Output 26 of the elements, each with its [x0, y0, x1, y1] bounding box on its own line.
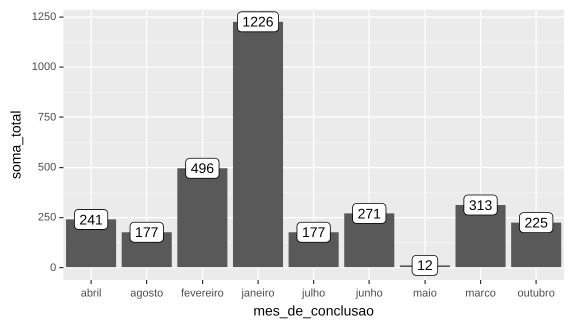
y-tick-label: 750	[38, 111, 56, 124]
x-tick-label: janeiro	[240, 288, 275, 300]
x-tick-label: fevereiro	[180, 288, 224, 300]
x-tick-label: marco	[465, 288, 496, 300]
data-label: 496	[190, 160, 214, 176]
x-tick-label: maio	[412, 288, 437, 300]
y-tick-label: 1250	[32, 11, 56, 24]
x-tick-label: abril	[80, 288, 102, 300]
x-tick-label: julho	[301, 288, 326, 300]
data-label: 177	[135, 224, 159, 240]
x-tick-label: outubro	[518, 288, 555, 300]
y-tick-label: 500	[38, 162, 56, 174]
data-label: 225	[524, 214, 548, 230]
x-tick-label: agosto	[130, 288, 164, 300]
data-label: 177	[302, 224, 326, 240]
y-tick-label: 250	[38, 212, 56, 224]
data-label: 12	[417, 257, 433, 274]
y-axis-title: soma_total	[7, 110, 24, 180]
x-tick-label: junho	[354, 288, 383, 300]
data-label: 1226	[242, 14, 274, 30]
data-label: 271	[358, 205, 382, 222]
x-axis-title: mes_de_conclusao	[253, 302, 374, 318]
data-label: 313	[468, 196, 492, 213]
y-tick-label: 0	[50, 262, 56, 274]
data-label: 241	[79, 211, 103, 228]
y-tick-label: 1000	[32, 61, 56, 74]
